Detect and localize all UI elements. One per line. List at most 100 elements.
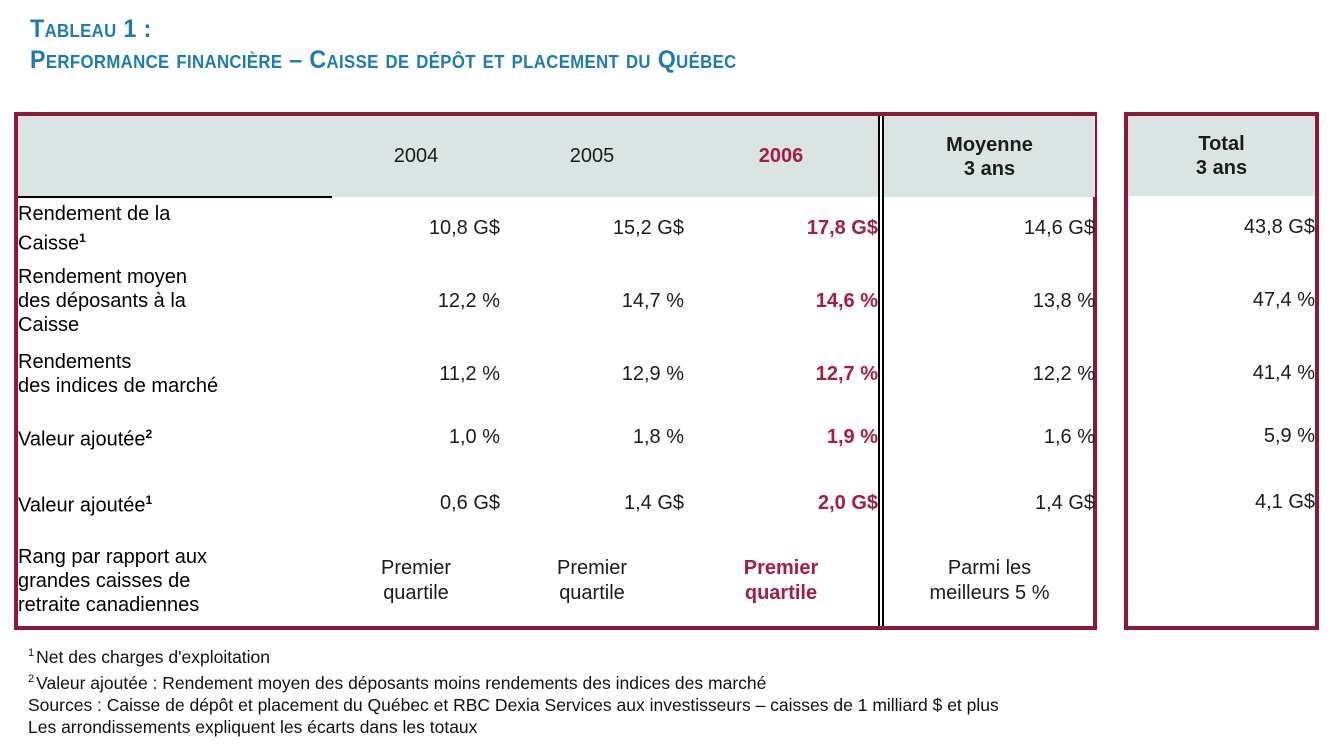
row-label-line2: grandes caisses de <box>18 569 191 592</box>
total-table-box: Total 3 ans 43,8 G$ 47,4 % 41,4 % 5,9 % … <box>1124 112 1319 630</box>
table-row: Rang par rapport aux grandes caisses de … <box>18 535 1095 626</box>
cell-2005: 1,8 % <box>632 426 684 449</box>
header-total-line2: 3 ans <box>1195 157 1248 180</box>
footnote-marker: 1 <box>79 230 86 245</box>
footnote-rounding: Les arrondissements expliquent les écart… <box>28 716 478 737</box>
row-label-line1: Rang par rapport aux <box>18 545 208 568</box>
row-label-line3: retraite canadiennes <box>18 593 200 616</box>
table-header-row: 2004 2005 2006 Moyenne 3 ans <box>18 116 1095 199</box>
cell-moyenne: 14,6 G$ <box>1023 216 1095 239</box>
cell-2006: 1,9 % <box>826 426 878 449</box>
footnotes: 1 Net des charges d'exploitation 2 Valeur … <box>28 642 1318 738</box>
cell-2005-line1: Premier <box>556 556 627 579</box>
table-row: Rendements des indices de marché 11,2 % … <box>18 342 1095 405</box>
total-row: 5,9 % <box>1128 404 1315 470</box>
row-label-valeur-ajoutee-gs: Valeur ajoutée1 <box>18 470 332 536</box>
row-label-rendement-moyen-deposants: Rendement moyen des déposants à la Caiss… <box>18 259 332 343</box>
table-row: Valeur ajoutée1 0,6 G$ 1,4 G$ 2,0 G$ 1,4… <box>18 470 1095 536</box>
row-label-rendement-caisse: Rendement de la Caisse1 <box>18 197 332 259</box>
footnote-marker: 1 <box>145 493 153 507</box>
row-label-line1: Valeur ajoutée2 <box>18 422 332 452</box>
cell-moyenne-line1: Parmi les <box>947 556 1032 579</box>
cell-2005: 12,9 % <box>621 362 684 385</box>
table-row: Rendement moyen des déposants à la Caiss… <box>18 258 1095 343</box>
header-label-corner <box>18 116 332 199</box>
cell-total: 47,4 % <box>1252 288 1315 311</box>
footnote-2-text: Valeur ajoutée : Rendement moyen des dép… <box>36 672 767 693</box>
cell-total: 5,9 % <box>1263 425 1315 448</box>
row-label-line1: Rendement moyen <box>18 265 187 288</box>
total-column-table: Total 3 ans 43,8 G$ 47,4 % 41,4 % 5,9 % … <box>1128 116 1315 626</box>
cell-moyenne: 13,8 % <box>1032 289 1095 312</box>
header-2004: 2004 <box>332 116 500 198</box>
cell-2006: Premier quartile <box>684 536 878 626</box>
footnote-1-text: Net des charges d'exploitation <box>36 646 271 667</box>
cell-2004: 1,0 % <box>448 426 500 449</box>
row-label-line2: des déposants à la <box>18 289 186 312</box>
page-title: Tableau 1 : Performance financière – Cai… <box>30 14 1300 76</box>
cell-total <box>1128 535 1315 626</box>
total-row: 41,4 % <box>1128 342 1315 404</box>
cell-moyenne: 1,6 % <box>1043 426 1095 449</box>
footnote-2: 2 Valeur ajoutée : Rendement moyen des dé… <box>28 668 1318 694</box>
cell-2005: 1,4 G$ <box>623 491 684 514</box>
header-total-line1: Total <box>1198 133 1245 156</box>
total-row: 47,4 % <box>1128 258 1315 342</box>
cell-moyenne-line2: meilleurs 5 % <box>929 581 1050 604</box>
total-row: 4,1 G$ <box>1128 470 1315 536</box>
total-row: 43,8 G$ <box>1128 196 1315 258</box>
cell-2004: 0,6 G$ <box>439 491 500 514</box>
cell-2006: 14,6 % <box>815 289 878 312</box>
column-separator-thick <box>878 535 884 626</box>
footnote-1-marker: 1 <box>28 647 35 659</box>
title-line-2: Performance financière – Caisse de dépôt… <box>30 46 737 74</box>
cell-2004: 10,8 G$ <box>428 216 500 239</box>
row-label-line1: Rendement de la <box>18 202 171 225</box>
column-separator-thick <box>878 197 884 259</box>
column-separator-thick <box>878 342 884 405</box>
title-line-1: Tableau 1 : <box>30 15 152 43</box>
cell-2004-line1: Premier <box>380 556 451 579</box>
cell-2005: 14,7 % <box>621 289 684 312</box>
main-table-box: 2004 2005 2006 Moyenne 3 ans Rendement d… <box>14 112 1097 630</box>
row-label-line2-text: Caisse <box>18 232 80 255</box>
cell-2004: 11,2 % <box>439 362 500 385</box>
header-total-3-ans: Total 3 ans <box>1128 116 1315 197</box>
table-row: Valeur ajoutée2 1,0 % 1,8 % 1,9 % 1,6 % <box>18 404 1095 470</box>
cell-2005-line2: quartile <box>559 581 625 604</box>
header-2006: 2006 <box>684 116 878 198</box>
cell-2004: 12,2 % <box>437 289 500 312</box>
cell-2004: Premier quartile <box>332 536 500 626</box>
cell-2006: 2,0 G$ <box>817 491 878 514</box>
table-row: Rendement de la Caisse1 10,8 G$ 15,2 G$ … <box>18 197 1095 259</box>
footnote-marker: 2 <box>145 427 153 442</box>
cell-moyenne: Parmi les meilleurs 5 % <box>884 536 1095 626</box>
footnote-2-marker: 2 <box>28 672 35 685</box>
row-label-line2: des indices de marché <box>18 374 219 397</box>
performance-table: 2004 2005 2006 Moyenne 3 ans Rendement d… <box>18 116 1095 626</box>
column-separator-thick <box>878 404 884 470</box>
cell-total: 43,8 G$ <box>1243 215 1315 238</box>
row-label-line1-text: Valeur ajoutée <box>18 428 146 451</box>
header-moyenne-line1: Moyenne <box>946 133 1033 156</box>
header-2005: 2005 <box>500 116 684 198</box>
column-separator-thick <box>878 470 884 536</box>
column-separator-thick <box>878 258 884 343</box>
row-label-valeur-ajoutee-pct: Valeur ajoutée2 <box>18 404 332 470</box>
row-label-rendements-indices: Rendements des indices de marché <box>18 343 332 405</box>
cell-2006: 12,7 % <box>815 362 878 385</box>
row-label-line1-text: Valeur ajoutée <box>18 494 146 517</box>
total-row <box>1128 535 1315 626</box>
cell-2006: 17,8 G$ <box>806 216 878 239</box>
row-label-line2: Caisse1 <box>18 226 332 256</box>
cell-2004-line2: quartile <box>383 581 449 604</box>
cell-2006-line2: quartile <box>744 581 818 604</box>
cell-2005: Premier quartile <box>500 536 684 626</box>
cell-total: 41,4 % <box>1252 361 1315 384</box>
row-label-line1: Rendements <box>18 350 132 373</box>
cell-total: 4,1 G$ <box>1254 491 1315 514</box>
cell-moyenne: 1,4 G$ <box>1034 491 1095 514</box>
total-header-row: Total 3 ans <box>1128 116 1315 197</box>
row-label-rang-caisses-retraite: Rang par rapport aux grandes caisses de … <box>18 536 332 626</box>
cell-2006-line1: Premier <box>743 556 819 579</box>
